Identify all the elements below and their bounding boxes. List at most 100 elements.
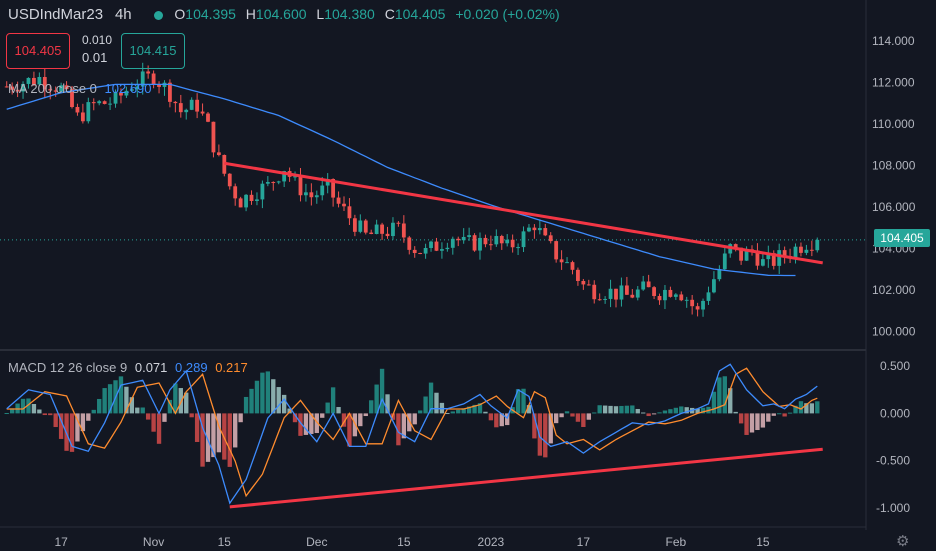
candle-body xyxy=(108,103,112,105)
candle-body xyxy=(777,250,782,266)
time-tick-label: Feb xyxy=(665,535,686,549)
macd-histogram-bar xyxy=(124,386,129,414)
macd-histogram-bar xyxy=(428,382,434,414)
macd-histogram-bar xyxy=(53,413,58,428)
macd-histogram-bar xyxy=(505,413,510,426)
candle-body xyxy=(135,86,140,90)
macd-histogram-bar xyxy=(570,413,575,417)
candle-body xyxy=(429,241,433,248)
close-key: C xyxy=(384,6,395,22)
candle-body xyxy=(331,178,336,198)
candle-body xyxy=(809,249,814,251)
macd-histogram-bar xyxy=(341,413,347,427)
macd-histogram-bar xyxy=(281,394,287,414)
candle-body xyxy=(10,86,15,90)
candle-body xyxy=(211,121,216,153)
candle-body xyxy=(799,246,803,253)
candle-body xyxy=(271,182,276,184)
spread-bottom: 0.01 xyxy=(82,50,108,65)
macd-histogram-bar xyxy=(456,409,461,414)
candle-body xyxy=(499,236,504,244)
macd-histogram-bar xyxy=(581,413,586,427)
macd-histogram-bar xyxy=(787,412,793,414)
macd-histogram-bar xyxy=(630,405,635,414)
sell-button[interactable]: 104.405 xyxy=(6,33,70,69)
candle-body xyxy=(722,253,727,270)
macd-histogram-bar xyxy=(243,396,249,414)
timeframe[interactable]: 4h xyxy=(114,6,132,23)
macd-histogram-bar xyxy=(532,413,537,439)
macd-histogram-bar xyxy=(755,413,760,431)
macd-trendline xyxy=(229,447,823,509)
candle-body xyxy=(559,259,564,263)
macd-histogram-bar xyxy=(695,408,700,414)
macd-tick-label: 0.500 xyxy=(880,359,910,373)
candle-body xyxy=(570,262,575,270)
macd-histogram-bar xyxy=(292,413,298,423)
ma-line xyxy=(6,83,796,277)
candle-body xyxy=(657,296,662,301)
macd-histogram-bar xyxy=(385,394,390,414)
macd-histogram-bar xyxy=(668,409,673,414)
macd-histogram-bar xyxy=(374,384,379,414)
macd-histogram-bar xyxy=(494,413,499,428)
buy-button[interactable]: 104.415 xyxy=(121,33,185,69)
macd-legend[interactable]: MACD 12 26 close 9 0.071 0.289 0.217 xyxy=(8,360,248,375)
candle-body xyxy=(157,84,161,87)
candle-body xyxy=(276,181,281,183)
candle-body xyxy=(233,186,238,199)
macd-histogram-bar xyxy=(363,413,368,417)
candle-body xyxy=(113,92,118,104)
symbol-name[interactable]: USDIndMar23 xyxy=(8,6,104,23)
candle-body xyxy=(744,249,749,261)
macd-histogram-bar xyxy=(412,413,417,425)
macd-histogram-bar xyxy=(804,403,809,414)
macd-hist-value: 0.071 xyxy=(134,360,168,375)
candle-body xyxy=(4,86,9,88)
gear-icon[interactable]: ⚙ xyxy=(896,533,910,550)
candle-body xyxy=(102,101,107,104)
macd-histogram-bar xyxy=(733,411,738,414)
macd-histogram-bar xyxy=(515,389,521,414)
macd-histogram-bar xyxy=(118,376,124,414)
macd-histogram-bar xyxy=(37,409,42,414)
ma-label: MA 200 close 0 xyxy=(8,81,97,96)
macd-line-value: 0.289 xyxy=(175,360,208,375)
candle-body xyxy=(527,227,531,232)
spread: 0.010 0.01 xyxy=(82,32,112,66)
candle-body xyxy=(298,176,303,196)
macd-histogram-bar xyxy=(662,410,668,414)
macd-histogram-bar xyxy=(162,413,167,422)
candle-body xyxy=(314,195,319,198)
candle-body xyxy=(374,224,379,234)
macd-histogram-bar xyxy=(711,391,717,414)
macd-histogram-bar xyxy=(434,392,439,414)
candle-body xyxy=(733,244,738,248)
candle-body xyxy=(342,203,346,207)
candle-body xyxy=(401,223,406,238)
time-tick-label: Dec xyxy=(306,535,327,549)
spread-top: 0.010 xyxy=(82,33,113,47)
macd-histogram-bar xyxy=(466,406,472,414)
candle-body xyxy=(80,112,85,122)
ma-legend[interactable]: MA 200 close 0 102.690 xyxy=(8,81,152,96)
price-tick-label: 106.000 xyxy=(872,200,916,214)
candle-body xyxy=(304,192,308,196)
candle-body xyxy=(565,262,569,264)
macd-histogram-bar xyxy=(135,407,140,414)
macd-histogram-bar xyxy=(347,413,352,447)
time-tick-label: 17 xyxy=(54,535,68,549)
candle-body xyxy=(26,77,31,84)
macd-histogram-bar xyxy=(657,412,662,414)
macd-histogram-bar xyxy=(722,376,727,414)
macd-histogram-bar xyxy=(303,413,309,435)
candle-body xyxy=(146,71,151,74)
candle-body xyxy=(124,90,129,96)
change-value: +0.020 (+0.02%) xyxy=(455,6,560,22)
candle-body xyxy=(265,182,270,184)
candle-body xyxy=(663,289,667,301)
candle-body xyxy=(21,83,25,92)
candle-body xyxy=(543,228,548,236)
macd-histogram-bar xyxy=(151,413,156,432)
